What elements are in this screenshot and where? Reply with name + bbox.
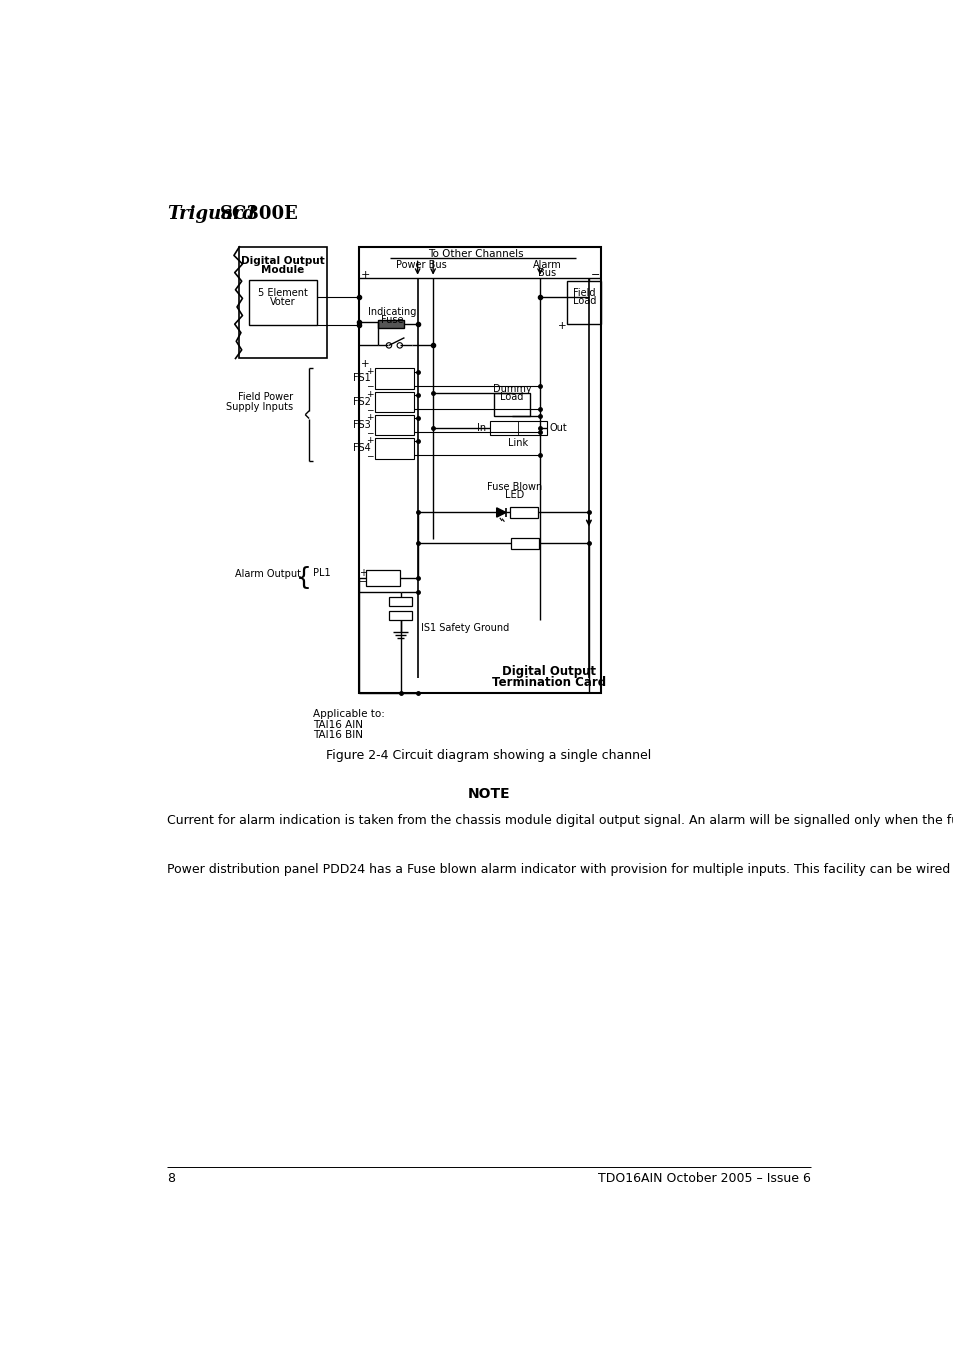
- Bar: [510, 538, 537, 549]
- Text: −: −: [366, 405, 373, 413]
- Bar: [567, 281, 600, 324]
- Bar: [375, 392, 414, 412]
- Bar: [249, 280, 316, 326]
- Text: Power Bus: Power Bus: [395, 259, 446, 270]
- Text: {: {: [295, 566, 312, 590]
- Text: Field Power: Field Power: [238, 392, 294, 403]
- Text: +: +: [366, 390, 373, 399]
- Text: +: +: [366, 413, 373, 423]
- Text: +: +: [366, 436, 373, 446]
- Text: Supply Inputs: Supply Inputs: [226, 403, 294, 412]
- Text: Fuse Blown: Fuse Blown: [486, 482, 541, 492]
- Text: FS2: FS2: [353, 397, 371, 407]
- Bar: [377, 320, 404, 328]
- Text: Alarm Output: Alarm Output: [235, 569, 301, 580]
- Text: Load: Load: [572, 296, 596, 307]
- Text: Applicable to:: Applicable to:: [313, 709, 384, 719]
- Text: +: +: [360, 270, 370, 280]
- Bar: [375, 415, 414, 435]
- Bar: [375, 369, 414, 389]
- Text: TAI16 AIN: TAI16 AIN: [313, 720, 363, 730]
- Text: Digital Output: Digital Output: [502, 665, 596, 678]
- Text: FS4: FS4: [353, 443, 371, 453]
- Text: −: −: [359, 577, 367, 586]
- Text: 5 Element: 5 Element: [257, 288, 308, 297]
- Text: PL1: PL1: [313, 569, 331, 578]
- Text: FS1: FS1: [353, 373, 371, 384]
- Bar: [489, 422, 546, 435]
- Text: Module: Module: [261, 265, 304, 274]
- Text: +: +: [366, 367, 373, 376]
- Text: Bus: Bus: [537, 267, 556, 277]
- Text: Link: Link: [507, 438, 527, 447]
- Bar: [494, 393, 530, 416]
- Text: IS1 Safety Ground: IS1 Safety Ground: [421, 623, 509, 634]
- Text: Figure 2-4 Circuit diagram showing a single channel: Figure 2-4 Circuit diagram showing a sin…: [326, 748, 651, 762]
- Text: SC300E: SC300E: [220, 205, 298, 223]
- Text: Field: Field: [573, 288, 595, 297]
- Text: To Other Channels: To Other Channels: [428, 249, 523, 259]
- Bar: [239, 247, 327, 358]
- Bar: [375, 438, 414, 458]
- Bar: [389, 611, 412, 620]
- Text: Load: Load: [500, 392, 523, 403]
- Text: −: −: [366, 451, 373, 459]
- Text: Digital Output: Digital Output: [241, 257, 324, 266]
- Text: −: −: [366, 382, 373, 390]
- Text: Out: Out: [549, 423, 566, 432]
- Text: Termination Card: Termination Card: [492, 676, 606, 689]
- Text: Current for alarm indication is taken from the chassis module digital output sig: Current for alarm indication is taken fr…: [167, 815, 953, 827]
- Text: LED: LED: [504, 490, 523, 500]
- Text: Dummy: Dummy: [493, 384, 531, 394]
- Text: Voter: Voter: [270, 297, 295, 307]
- Text: Triguard: Triguard: [167, 205, 255, 223]
- Text: NOTE: NOTE: [467, 786, 510, 801]
- Text: TDO16AIN October 2005 – Issue 6: TDO16AIN October 2005 – Issue 6: [597, 1173, 810, 1185]
- Text: +: +: [558, 322, 566, 331]
- Text: +: +: [359, 567, 367, 577]
- Text: Fuse: Fuse: [380, 315, 403, 324]
- Polygon shape: [497, 508, 505, 517]
- Bar: [389, 597, 412, 607]
- Text: 8: 8: [167, 1173, 175, 1185]
- Text: −: −: [590, 270, 599, 280]
- Text: FS3: FS3: [353, 420, 371, 430]
- Text: +: +: [361, 359, 370, 369]
- Bar: [359, 247, 600, 693]
- Text: Alarm: Alarm: [532, 259, 560, 270]
- Text: Indicating: Indicating: [368, 307, 416, 317]
- Bar: [509, 507, 537, 517]
- Text: −: −: [366, 428, 373, 436]
- Text: Power distribution panel PDD24 has a Fuse blown alarm indicator with provision f: Power distribution panel PDD24 has a Fus…: [167, 863, 953, 875]
- Text: In: In: [476, 423, 485, 432]
- Bar: [365, 570, 399, 585]
- Text: TAI16 BIN: TAI16 BIN: [313, 731, 363, 740]
